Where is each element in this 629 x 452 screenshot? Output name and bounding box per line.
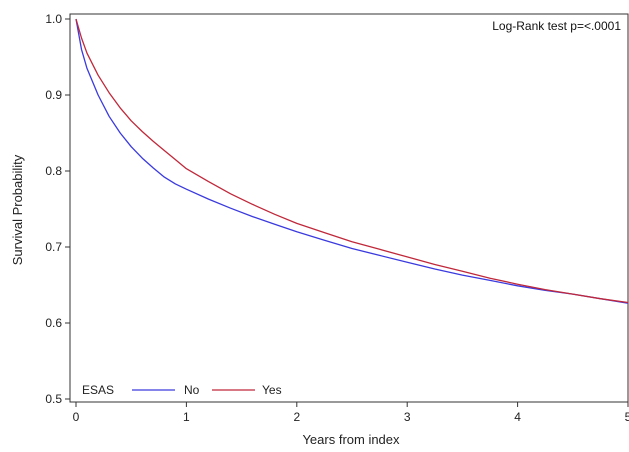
axis-layer: 0 1 2 3 4 5 0.5 0.6 0.7 0.8 0.9 1.0 [45,12,629,424]
plot-frame-layer [69,13,629,403]
x-tick-label: 1 [183,410,190,424]
x-tick-label: 0 [73,410,80,424]
x-axis-title: Years from index [302,432,400,447]
log-rank-annotation: Log-Rank test p=<.0001 [492,19,621,33]
y-tick-label: 0.8 [45,164,62,178]
series-line-no [75,18,629,304]
y-tick-label: 0.6 [45,316,62,330]
y-tick-label: 1.0 [45,12,62,26]
x-tick-label: 2 [293,410,300,424]
plot-frame [69,13,629,403]
y-tick-label: 0.7 [45,240,62,254]
series-layer [75,18,629,304]
y-tick-label: 0.5 [45,392,62,406]
legend-label-no: No [184,383,200,397]
legend-title: ESAS [82,383,114,397]
y-axis-title: Survival Probability [10,154,25,265]
x-tick-label: 3 [404,410,411,424]
x-tick-label: 5 [625,410,629,424]
series-line-yes [75,18,629,304]
x-tick-label: 4 [514,410,521,424]
legend-label-yes: Yes [262,383,282,397]
y-tick-label: 0.9 [45,88,62,102]
legend: ESAS No Yes [82,383,282,397]
